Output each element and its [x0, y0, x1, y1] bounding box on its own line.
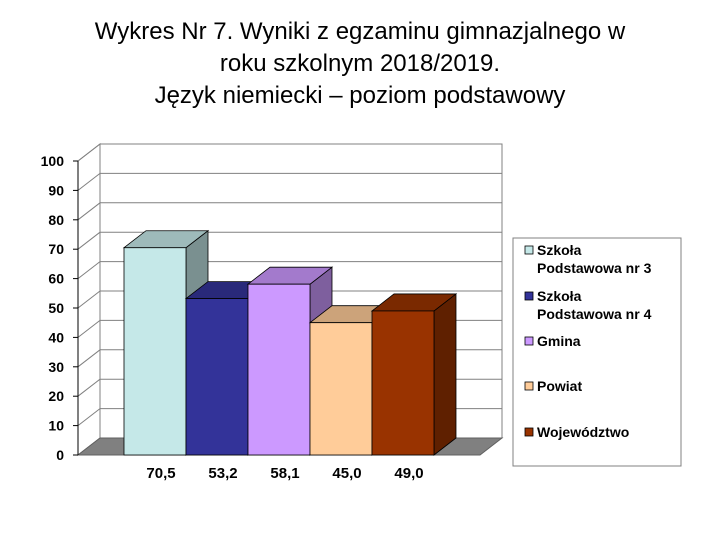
y-tick-label: 30 — [48, 359, 64, 375]
legend-swatch — [524, 291, 534, 301]
y-tick-label: 80 — [48, 212, 64, 228]
bar — [185, 298, 249, 456]
y-tick-label: 50 — [48, 300, 64, 316]
y-tick-label: 90 — [48, 182, 64, 198]
gridline-side — [77, 143, 101, 162]
legend-label: Podstawowa nr 4 — [537, 306, 652, 322]
gridline-side — [77, 173, 101, 191]
legend-label: Szkoła — [537, 242, 582, 258]
title-line-3: Język niemiecki – poziom podstawowy — [154, 82, 566, 109]
gridline-side — [77, 261, 101, 279]
bar-side — [433, 293, 457, 456]
legend-label: Powiat — [537, 378, 582, 394]
y-tick-label: 60 — [48, 271, 64, 287]
y-tick-label: 70 — [48, 241, 64, 257]
bar — [309, 322, 373, 456]
y-tick-label: 40 — [48, 329, 64, 345]
gridline-side — [77, 202, 101, 221]
title-line-2: roku szkolnym 2018/2019. — [219, 50, 501, 77]
legend-swatch — [524, 381, 534, 391]
y-tick-label: 10 — [48, 418, 64, 434]
gridline-side — [77, 349, 101, 368]
chart-title: Wykres Nr 7. Wyniki z egzaminu gimnazjal… — [0, 16, 720, 112]
value-label: 53,2 — [208, 465, 237, 482]
legend-label: Szkoła — [537, 288, 582, 304]
legend-label: Województwo — [537, 424, 629, 440]
bar — [371, 310, 435, 456]
y-tick-label: 100 — [41, 153, 65, 169]
legend-swatch — [524, 336, 534, 346]
value-label: 45,0 — [332, 465, 361, 482]
legend-swatch — [524, 427, 534, 437]
legend-swatch — [524, 245, 534, 255]
gridline-side — [77, 408, 101, 426]
bar — [123, 247, 187, 456]
gridline-side — [77, 231, 101, 250]
gridline-side — [77, 320, 101, 338]
gridline-side — [77, 290, 101, 309]
value-label: 70,5 — [146, 465, 175, 482]
legend-box — [512, 237, 682, 467]
y-tick-label: 0 — [56, 447, 64, 463]
y-tick-label: 20 — [48, 388, 64, 404]
legend-label: Gmina — [537, 333, 581, 349]
legend-label: Podstawowa nr 3 — [537, 260, 652, 276]
value-label: 49,0 — [394, 465, 423, 482]
gridline-side — [77, 378, 101, 397]
bar — [247, 283, 311, 456]
value-label: 58,1 — [270, 465, 299, 482]
title-line-1: Wykres Nr 7. Wyniki z egzaminu gimnazjal… — [94, 18, 626, 45]
